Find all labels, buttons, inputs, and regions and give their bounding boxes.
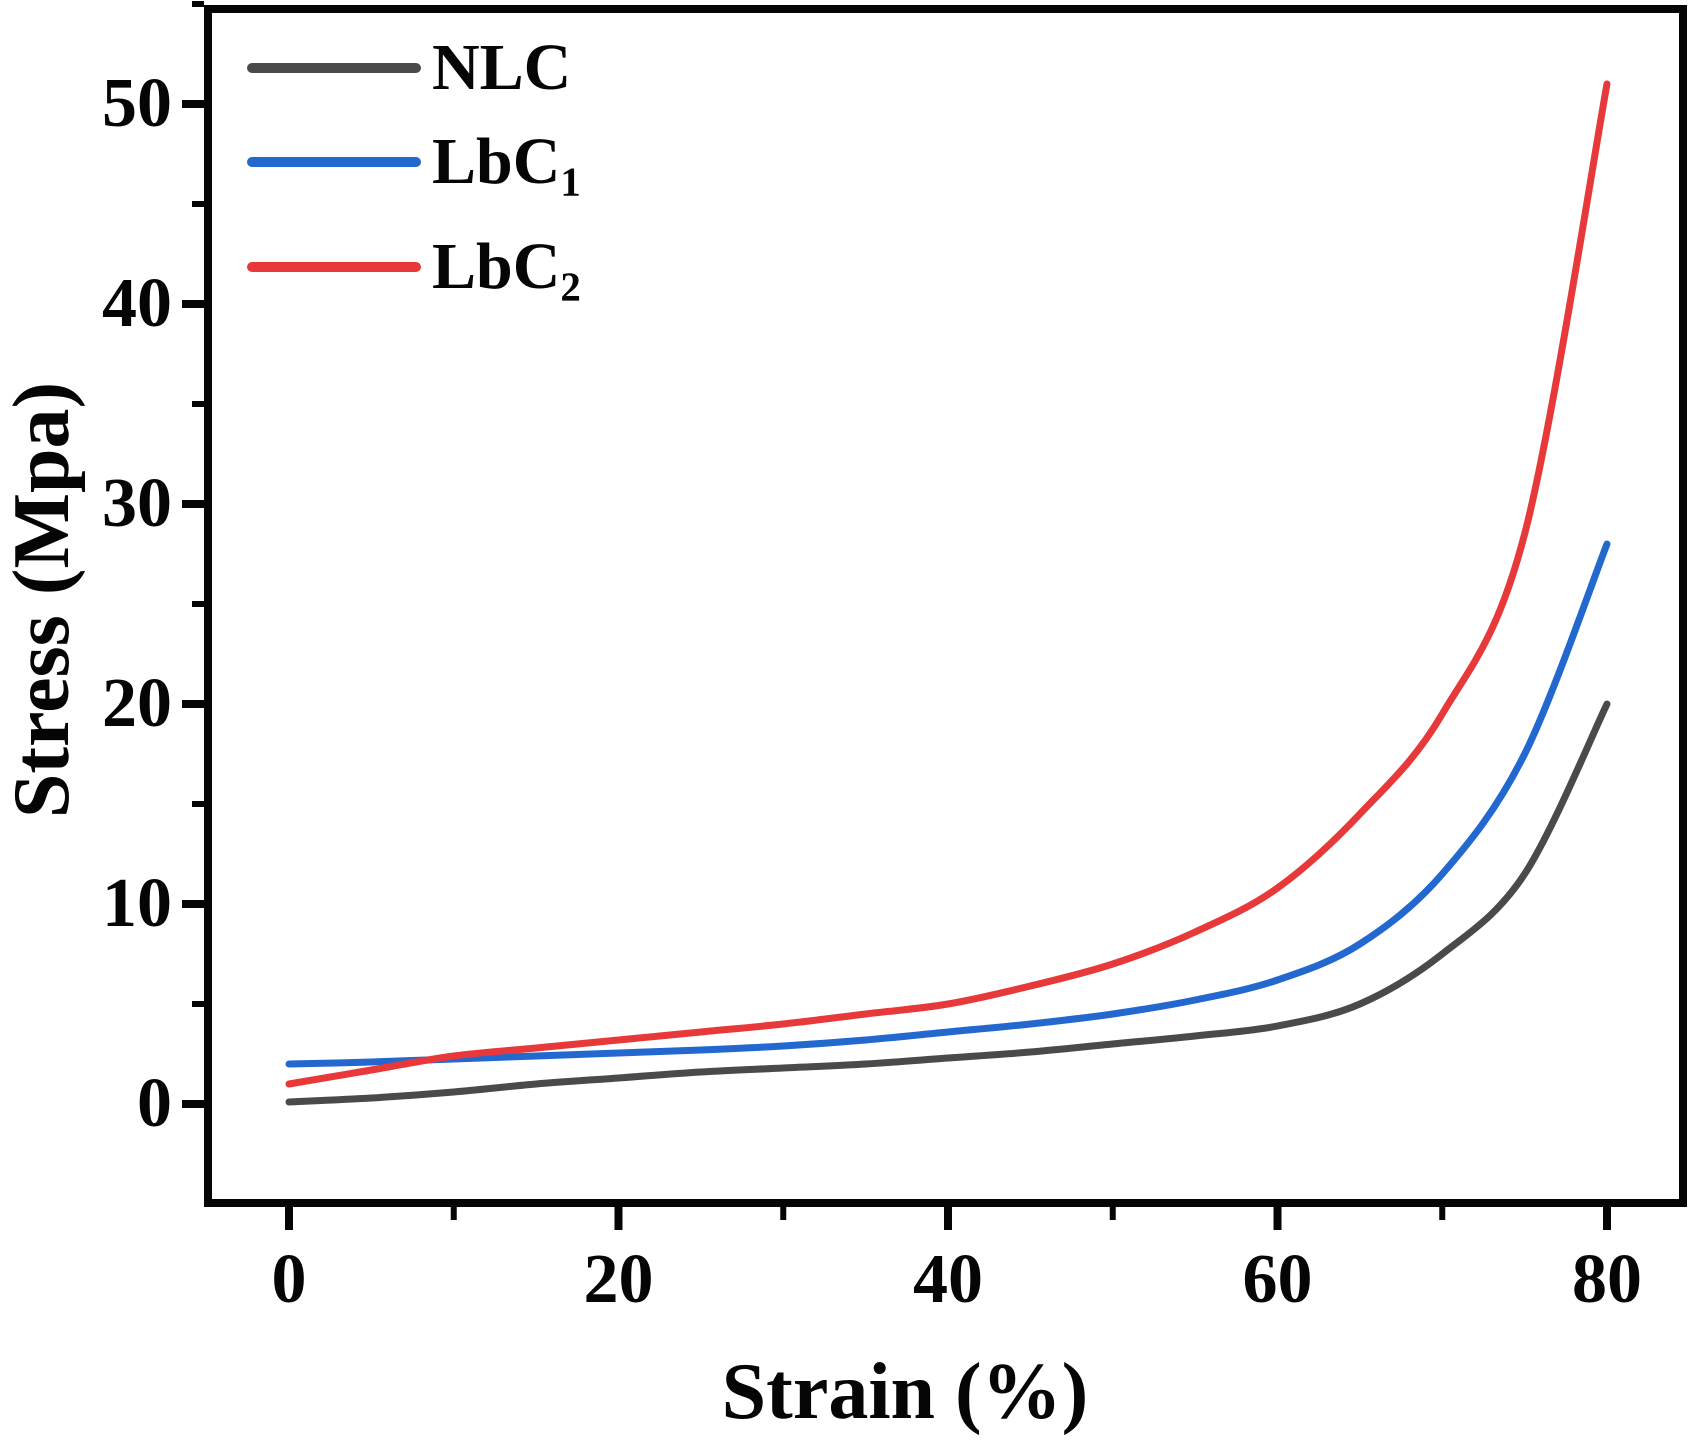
x-tick-label-40: 40: [913, 1241, 983, 1318]
y-tick-label-10: 10: [102, 865, 172, 942]
curve-nlc: [285, 700, 1611, 1106]
x-tick-label-80: 80: [1572, 1241, 1642, 1318]
x-tick-label-20: 20: [583, 1241, 654, 1318]
x-axis-title: Strain (%): [721, 1348, 1089, 1436]
x-tick-label-60: 60: [1242, 1241, 1313, 1318]
axis-ticks: [182, 1, 1611, 1230]
legend-line-nlc: [247, 63, 421, 73]
curve-lbc2: [285, 80, 1611, 1088]
y-tick-label-40: 40: [102, 265, 172, 342]
y-tick-label-50: 50: [102, 65, 172, 142]
legend-label-lbc1: LbC1: [432, 125, 581, 205]
y-axis-title: Stress (Mpa): [0, 381, 86, 819]
y-tick-label-20: 20: [102, 665, 172, 742]
legend-line-lbc2: [247, 262, 421, 272]
y-tick-label-0: 0: [137, 1065, 172, 1142]
legend-line-lbc1: [247, 157, 421, 167]
curve-lbc1: [285, 540, 1611, 1068]
x-tick-label-0: 0: [271, 1241, 307, 1318]
y-tick-label-30: 30: [102, 465, 172, 542]
plot-border: [204, 5, 1687, 1207]
data-curves: [285, 80, 1611, 1106]
legend-label-lbc2: LbC2: [432, 230, 581, 310]
legend-label-nlc: NLC: [432, 31, 572, 104]
